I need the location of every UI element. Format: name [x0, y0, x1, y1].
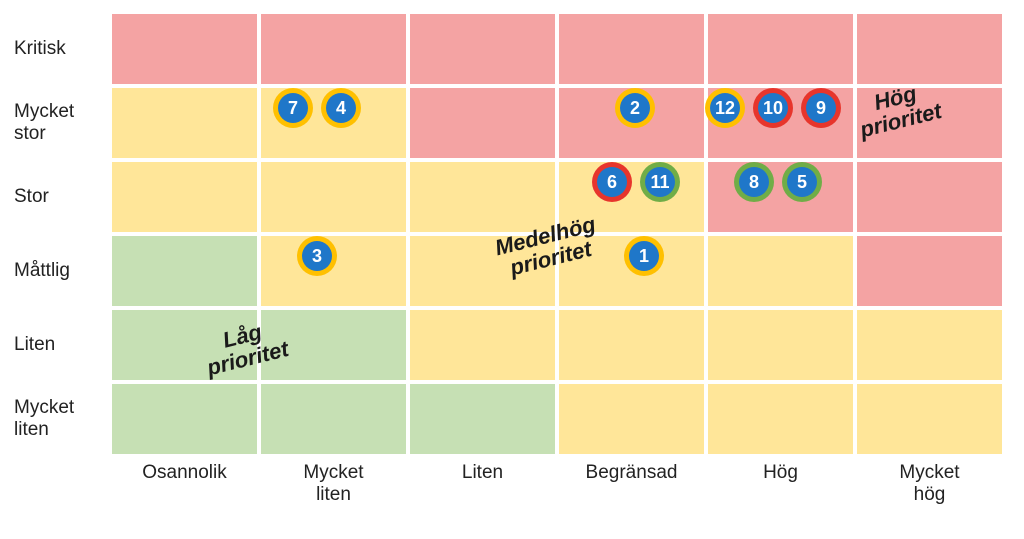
matrix-cell — [557, 382, 706, 456]
matrix-cell — [110, 12, 259, 86]
matrix-cell — [259, 382, 408, 456]
matrix-cell — [408, 382, 557, 456]
x-axis-label: Hög — [706, 462, 855, 484]
matrix-cell — [706, 382, 855, 456]
matrix-cell — [706, 12, 855, 86]
x-axis-label: Myckethög — [855, 462, 1004, 506]
matrix-cell — [706, 308, 855, 382]
matrix-cell — [259, 308, 408, 382]
y-axis-label: Mycketstor — [0, 101, 110, 145]
matrix-cell — [557, 12, 706, 86]
y-axis-label: Liten — [0, 334, 110, 356]
y-axis-label: Mycketliten — [0, 397, 110, 441]
matrix-cell — [259, 234, 408, 308]
matrix-cell — [557, 160, 706, 234]
matrix-cell — [259, 12, 408, 86]
matrix-cell — [408, 86, 557, 160]
y-axis-label: Kritisk — [0, 38, 110, 60]
matrix-cell — [855, 382, 1004, 456]
x-axis-label: Begränsad — [557, 462, 706, 484]
x-axis-label: Liten — [408, 462, 557, 484]
matrix-cell — [110, 86, 259, 160]
y-axis-label: Måttlig — [0, 260, 110, 282]
matrix-cell — [557, 308, 706, 382]
matrix-cell — [408, 160, 557, 234]
matrix-cell — [408, 308, 557, 382]
matrix-cell — [110, 308, 259, 382]
matrix-cell — [706, 86, 855, 160]
matrix-cell — [110, 160, 259, 234]
matrix-cell — [855, 86, 1004, 160]
matrix-cell — [408, 234, 557, 308]
y-axis-label: Stor — [0, 186, 110, 208]
matrix-cell — [557, 234, 706, 308]
matrix-cell — [259, 86, 408, 160]
matrix-cell — [557, 86, 706, 160]
risk-matrix-chart: KritiskMycketstorStorMåttligLitenMycketl… — [0, 0, 1024, 539]
matrix-cell — [110, 382, 259, 456]
x-axis-label: Mycketliten — [259, 462, 408, 506]
matrix-cell — [110, 234, 259, 308]
matrix-cell — [259, 160, 408, 234]
matrix-cell — [855, 160, 1004, 234]
matrix-cell — [855, 12, 1004, 86]
matrix-cell — [855, 308, 1004, 382]
matrix-cell — [706, 160, 855, 234]
matrix-grid — [110, 12, 1004, 456]
matrix-cell — [706, 234, 855, 308]
matrix-cell — [408, 12, 557, 86]
matrix-cell — [855, 234, 1004, 308]
x-axis-label: Osannolik — [110, 462, 259, 484]
